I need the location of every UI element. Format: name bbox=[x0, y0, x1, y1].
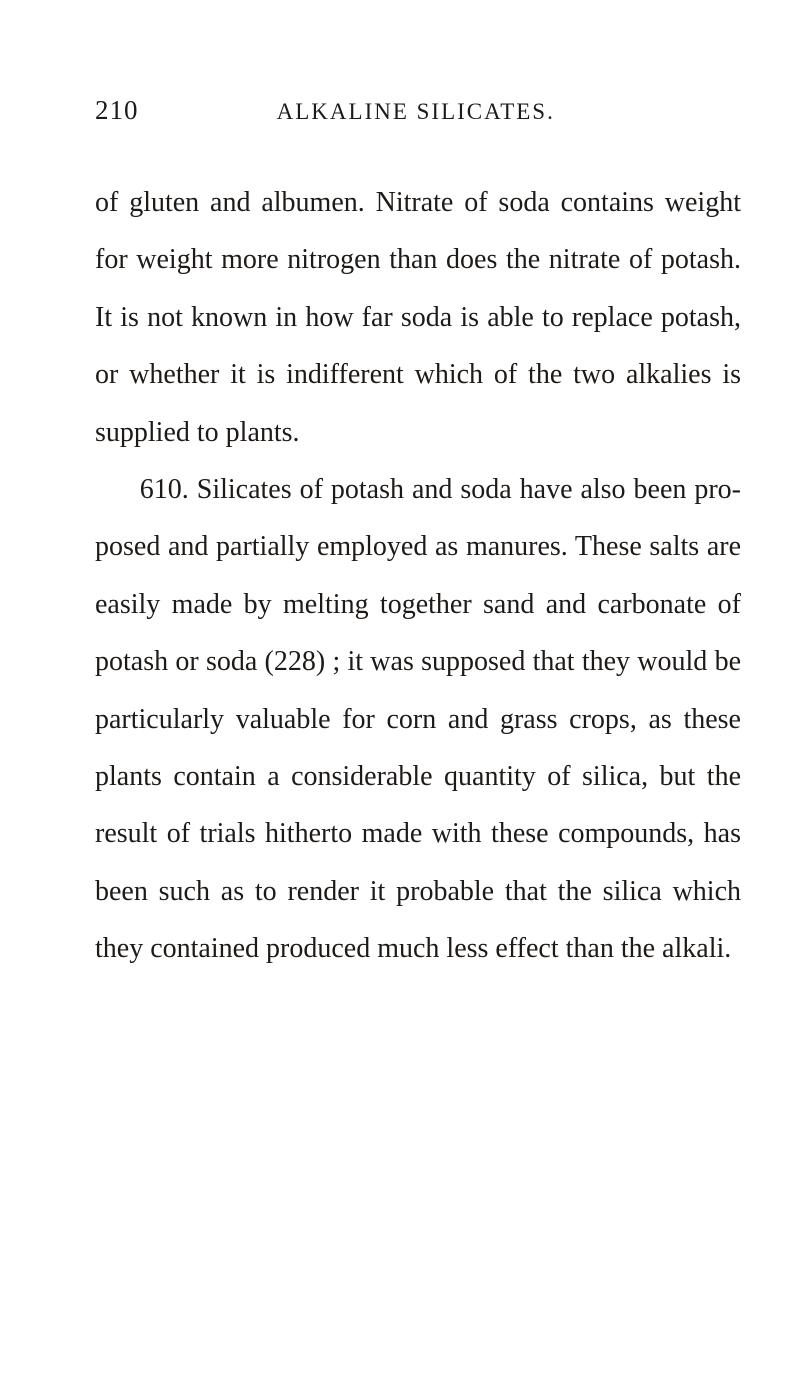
paragraph-1: of gluten and albumen. Nitrate of soda c… bbox=[95, 174, 741, 461]
running-title: ALKALINE SILICATES. bbox=[139, 99, 742, 125]
book-page: 210 ALKALINE SILICATES. of gluten and al… bbox=[0, 0, 801, 1395]
running-head: 210 ALKALINE SILICATES. bbox=[95, 95, 741, 126]
paragraph-2: 610. Silicates of potash and soda have a… bbox=[95, 461, 741, 978]
page-number: 210 bbox=[95, 95, 139, 126]
body-text: of gluten and albumen. Nitrate of soda c… bbox=[95, 174, 741, 977]
